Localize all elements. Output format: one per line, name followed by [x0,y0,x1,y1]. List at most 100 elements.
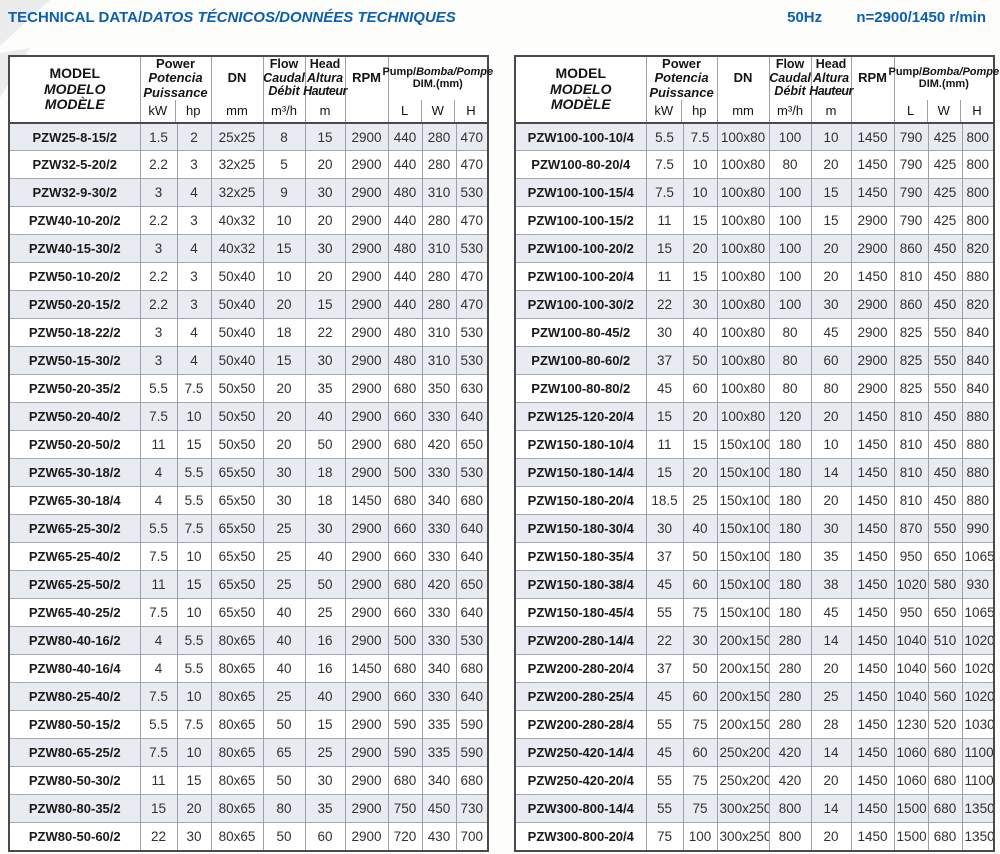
value-cell: 45 [810,598,852,627]
value-cell: 2900 [344,290,389,319]
value-cell: 335 [421,710,457,739]
col-label: Pump/ [888,66,923,79]
col-header-dim: Pump/Bomba/Pompe DIM.(mm) L W H [888,56,999,124]
value-cell: 810 [893,262,929,291]
col-label: MODEL [555,65,607,82]
col-header-flow: Flow Caudal Débit m³/h [262,56,306,124]
spec-table-right: MODEL MODELO MODÈLE Power Potencia Puiss… [514,55,999,852]
value-cell: 350 [421,374,457,403]
value-cell: 50 [682,654,718,683]
model-cell: PZW80-40-16/2 [9,626,140,655]
value-cell: 530 [455,458,489,487]
value-cell: 50 [682,542,718,571]
model-cell: PZW100-80-80/2 [515,374,647,403]
value-cell: 65x50 [210,458,264,487]
col-label: Flow [269,56,299,71]
value-cell: 30 [304,514,346,543]
value-cell: 200x150 [716,626,770,655]
value-cell: 2900 [344,514,389,543]
spec-note: 50Hz n=2900/1450 r/min [757,9,986,26]
value-cell: 80 [810,374,852,403]
value-cell: 3 [176,150,212,179]
value-cell: 750 [387,794,423,823]
value-cell: 7.5 [139,402,177,431]
value-cell: 280 [421,150,457,179]
value-cell: 880 [961,430,995,459]
value-cell: 3 [176,290,212,319]
table-row: PZW150-180-30/4 30 40 150x100 180 30 1450 870 55… [515,514,995,543]
value-cell: 5.5 [139,710,177,739]
col-label: Potencia [148,70,203,86]
value-cell: 2900 [850,234,895,263]
value-cell: 280 [421,122,457,151]
value-cell: 340 [421,654,457,683]
value-cell: 1450 [850,486,895,515]
value-cell: 450 [927,458,963,487]
value-cell: 20 [810,766,852,795]
value-cell: 680 [387,570,423,599]
spec-table: MODEL MODELO MODÈLE Power Potencia Puiss… [8,55,493,852]
value-cell: 35 [810,542,852,571]
value-cell: 25 [262,682,306,711]
table-row: PZW25-8-15/2 1.5 2 25x25 8 15 2900 440 280 470 [9,122,489,151]
value-cell: 680 [455,486,489,515]
table-row: PZW50-20-50/2 11 15 50x50 20 50 2900 680 420 650 [9,430,489,459]
value-cell: 7.5 [176,514,212,543]
value-cell: 2900 [344,122,389,151]
value-cell: 450 [927,262,963,291]
value-cell: 800 [961,178,995,207]
col-label: Flow [775,56,805,71]
value-cell: 2900 [344,430,389,459]
value-cell: 2900 [344,178,389,207]
table-row: PZW150-180-45/4 55 75 150x100 180 45 1450 950 65… [515,598,995,627]
header-row: MODEL MODELO MODÈLE Power Potencia Puiss… [9,56,493,124]
value-cell: 430 [421,822,457,851]
value-cell: 310 [421,234,457,263]
value-cell: 14 [810,794,852,823]
value-cell: 38 [810,570,852,599]
table-row: PZW100-80-20/4 7.5 10 100x80 80 20 1450 790 425 8… [515,150,995,179]
value-cell: 37 [645,654,684,683]
value-cell: 280 [421,290,457,319]
table-row: PZW80-40-16/2 4 5.5 80x65 40 16 2900 500 330 530 [9,626,489,655]
model-cell: PZW150-180-45/4 [515,598,647,627]
value-cell: 32x25 [210,150,264,179]
value-cell: 60 [810,346,852,375]
model-cell: PZW80-65-25/2 [9,738,140,767]
value-cell: 990 [961,514,995,543]
unit-w: W [420,99,454,122]
value-cell: 2900 [850,290,895,319]
value-cell: 1450 [850,542,895,571]
value-cell: 60 [304,822,346,851]
value-cell: 20 [810,486,852,515]
value-cell: 10 [810,430,852,459]
model-cell: PZW80-50-30/2 [9,766,140,795]
value-cell: 20 [262,374,306,403]
value-cell: 40x32 [210,206,264,235]
model-cell: PZW50-10-20/2 [9,262,140,291]
value-cell: 5.5 [139,514,177,543]
value-cell: 20 [810,262,852,291]
value-cell: 20 [262,402,306,431]
value-cell: 2900 [850,206,895,235]
value-cell: 520 [927,710,963,739]
value-cell: 75 [682,598,718,627]
value-cell: 720 [387,822,423,851]
value-cell: 2900 [344,738,389,767]
model-cell: PZW50-20-50/2 [9,430,140,459]
value-cell: 55 [645,598,684,627]
value-cell: 80x65 [210,738,264,767]
spec-table: MODEL MODELO MODÈLE Power Potencia Puiss… [514,55,999,852]
value-cell: 15 [262,346,306,375]
table-row: PZW50-20-40/2 7.5 10 50x50 20 40 2900 660 330 640 [9,402,489,431]
value-cell: 840 [961,318,995,347]
value-cell: 2900 [344,206,389,235]
value-cell: 55 [645,794,684,823]
value-cell: 25x25 [210,122,264,151]
col-label: Débit [268,84,300,99]
value-cell: 840 [961,346,995,375]
col-label: DIM.(mm) [918,78,969,91]
value-cell: 55 [645,766,684,795]
table-row: PZW100-100-30/2 22 30 100x80 100 30 2900 860 450… [515,290,995,319]
value-cell: 40x32 [210,234,264,263]
